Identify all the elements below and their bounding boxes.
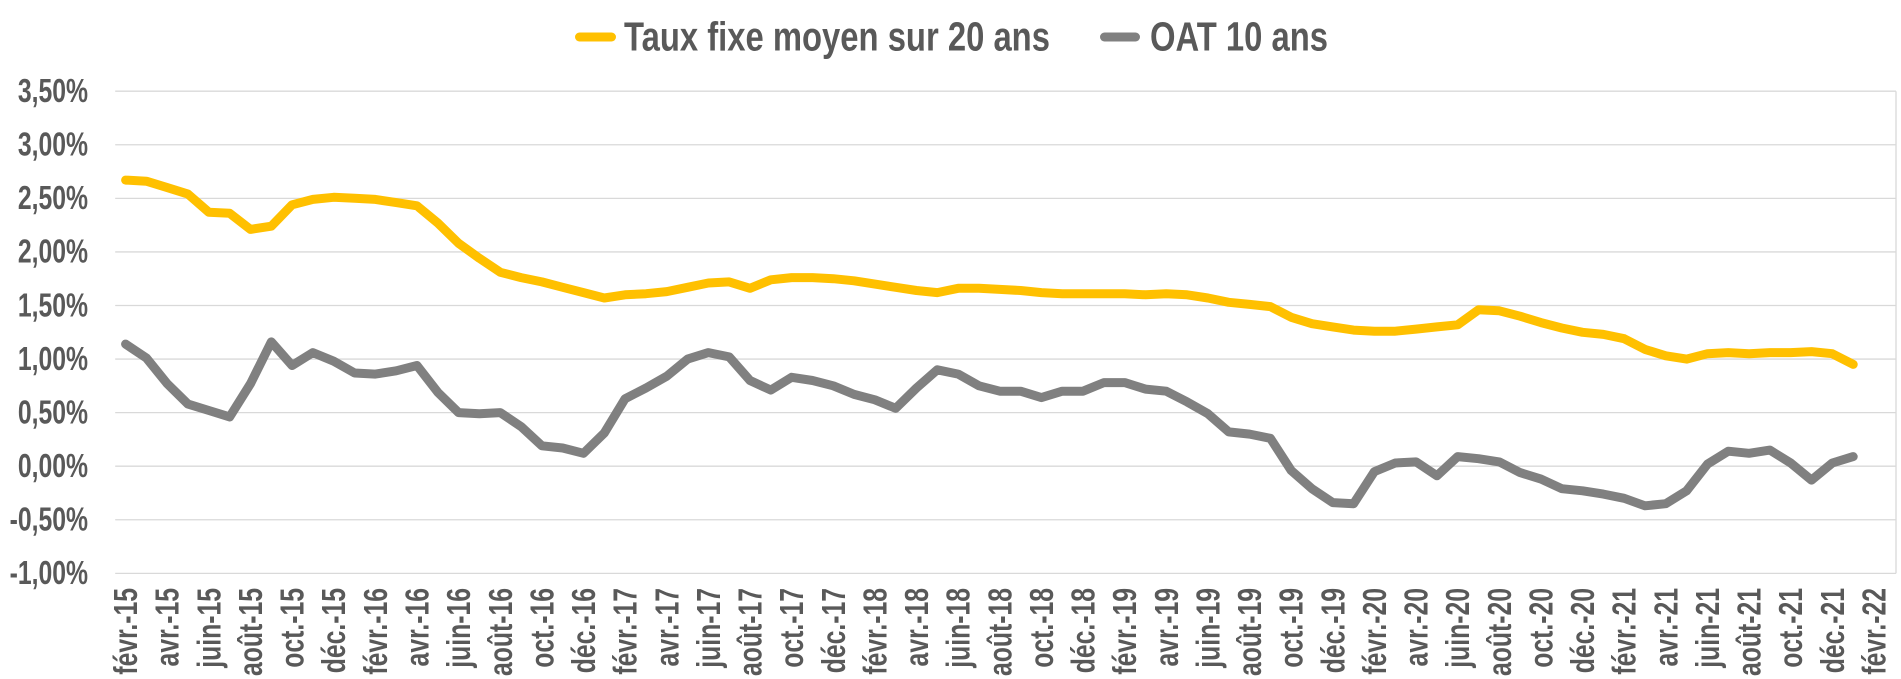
x-tick-label: oct.-16 <box>523 588 560 668</box>
x-axis-labels: févr.-15 avr.-15 juin-15 août-15 oct.-15 déc.… <box>107 588 1892 676</box>
x-tick-label: juin-21 <box>1689 588 1726 669</box>
x-tick-label: févr.-17 <box>607 588 644 675</box>
y-tick-label: 1,00% <box>18 340 88 377</box>
x-tick-label: déc.-17 <box>815 588 852 673</box>
series-line-taux-fixe <box>121 175 1858 369</box>
x-tick-label: avr.-21 <box>1647 588 1684 666</box>
x-tick-label: oct.-18 <box>1023 588 1060 668</box>
legend-label-oat: OAT 10 ans <box>1150 14 1328 60</box>
x-tick-label: juin-16 <box>440 588 477 669</box>
x-tick-label: févr.-18 <box>856 588 893 675</box>
x-tick-label: févr.-15 <box>107 588 144 675</box>
x-tick-label: juin-19 <box>1189 588 1226 669</box>
x-tick-label: août-19 <box>1231 588 1268 676</box>
y-axis-labels: 3,50% 3,00% 2,50% 2,00% 1,50% 1,00% 0,50% 0,00%… <box>10 72 88 591</box>
x-tick-label: déc.-19 <box>1314 588 1351 673</box>
x-tick-label: févr.-21 <box>1606 588 1643 675</box>
x-tick-label: avr.-20 <box>1398 588 1435 666</box>
y-tick-label: 2,50% <box>18 179 88 216</box>
x-tick-label: oct.-19 <box>1273 588 1310 668</box>
x-tick-label: oct.-21 <box>1772 588 1809 668</box>
x-tick-label: oct.-17 <box>773 588 810 668</box>
y-tick-label: -0,50% <box>10 501 88 538</box>
y-tick-label: 1,50% <box>18 286 88 323</box>
x-tick-label: févr.-20 <box>1356 588 1393 675</box>
x-tick-label: août-21 <box>1731 588 1768 676</box>
x-tick-label: déc.-15 <box>315 588 352 673</box>
x-tick-label: déc.-16 <box>565 588 602 673</box>
y-tick-label: -1,00% <box>10 554 88 591</box>
x-tick-label: déc.-18 <box>1065 588 1102 673</box>
series-line-oat <box>121 337 1858 511</box>
legend-label-taux-fixe: Taux fixe moyen sur 20 ans <box>624 14 1050 60</box>
y-tick-label: 3,50% <box>18 72 88 109</box>
x-tick-label: oct.-15 <box>274 588 311 668</box>
x-tick-label: déc.-20 <box>1564 588 1601 673</box>
y-tick-label: 3,00% <box>18 126 88 163</box>
x-tick-label: juin-20 <box>1439 588 1476 669</box>
y-tick-label: 0,00% <box>18 447 88 484</box>
x-tick-label: août-20 <box>1481 588 1518 676</box>
x-tick-label: févr.-22 <box>1855 588 1892 675</box>
x-tick-label: juin-17 <box>690 588 727 669</box>
x-tick-label: août-18 <box>981 588 1018 676</box>
y-tick-label: 2,00% <box>18 233 88 270</box>
x-tick-label: avr.-17 <box>648 588 685 666</box>
x-tick-label: juin-15 <box>190 588 227 669</box>
x-tick-label: avr.-19 <box>1148 588 1185 666</box>
x-tick-label: févr.-16 <box>357 588 394 675</box>
x-tick-label: août-17 <box>732 588 769 676</box>
y-tick-label: 0,50% <box>18 393 88 430</box>
x-tick-label: avr.-16 <box>398 588 435 666</box>
x-tick-label: août-16 <box>482 588 519 676</box>
x-tick-label: déc.-21 <box>1814 588 1851 673</box>
x-tick-label: févr.-19 <box>1106 588 1143 675</box>
legend: Taux fixe moyen sur 20 ans OAT 10 ans <box>575 14 1328 60</box>
x-tick-label: août-15 <box>232 588 269 676</box>
x-tick-label: juin-18 <box>940 588 977 669</box>
x-tick-label: oct.-20 <box>1522 588 1559 668</box>
x-tick-label: avr.-18 <box>898 588 935 666</box>
x-tick-label: avr.-15 <box>149 588 186 666</box>
gridlines <box>115 90 1897 574</box>
series-lines <box>121 175 1858 511</box>
